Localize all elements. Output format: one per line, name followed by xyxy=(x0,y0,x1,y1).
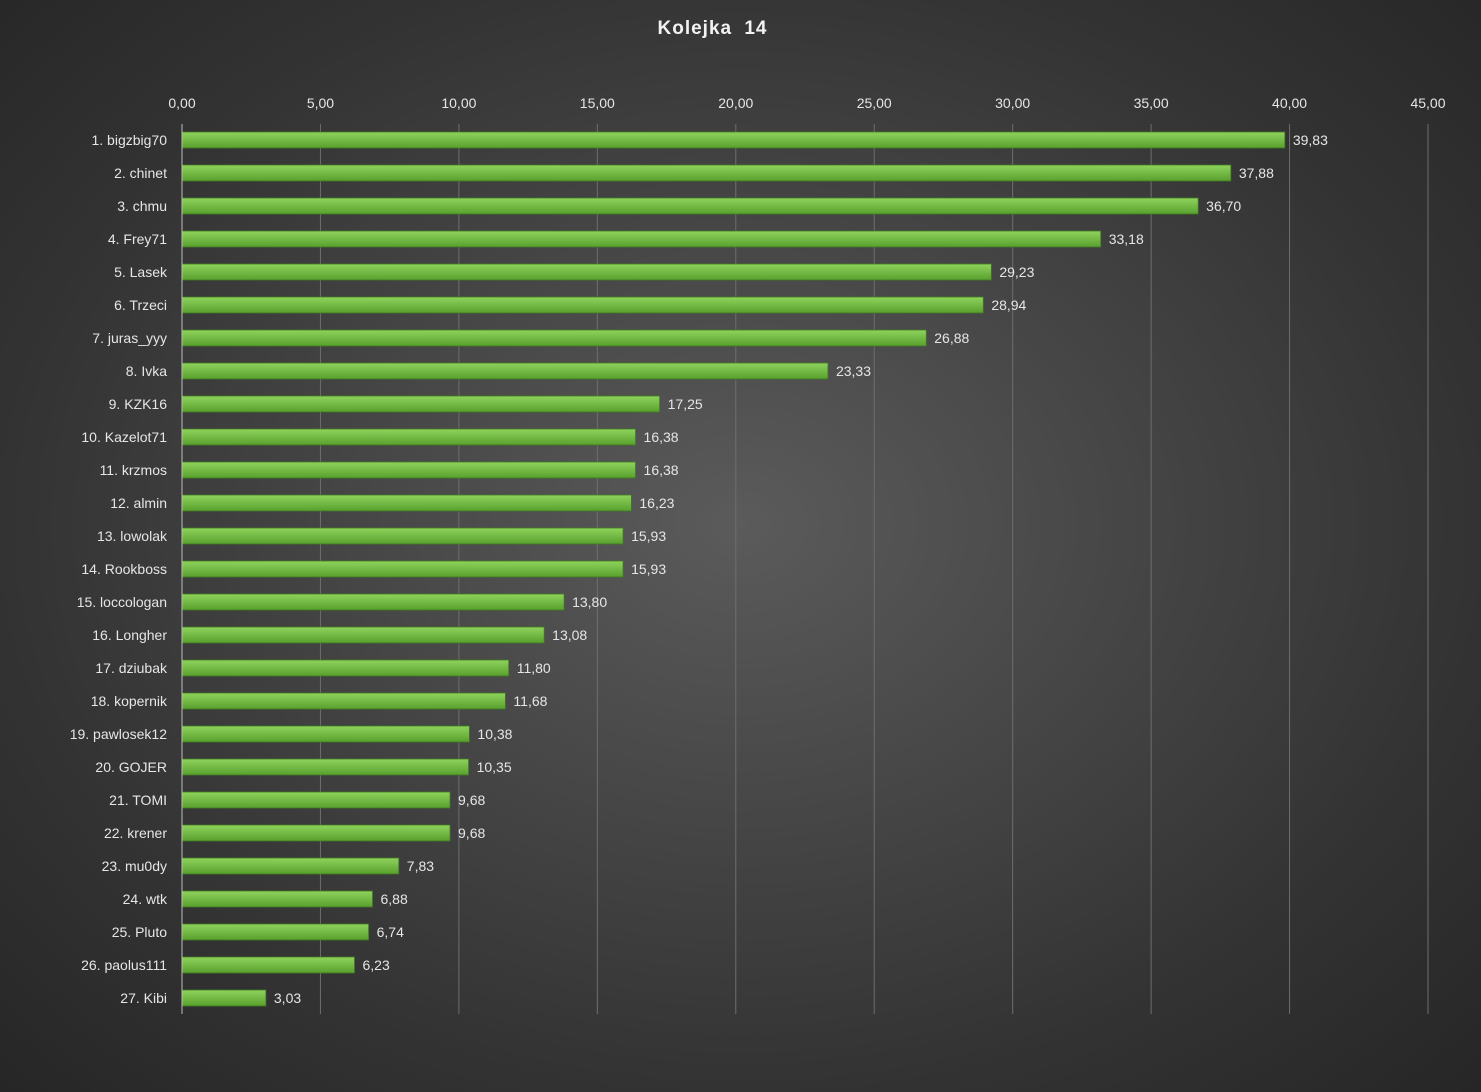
x-tick-label: 25,00 xyxy=(857,95,892,111)
data-label: 10,38 xyxy=(477,726,512,742)
data-label: 9,68 xyxy=(458,825,485,841)
category-label: 21. TOMI xyxy=(109,792,167,808)
bar xyxy=(181,428,636,446)
category-label: 25. Pluto xyxy=(112,924,167,940)
category-label: 27. Kibi xyxy=(120,990,167,1006)
bar xyxy=(181,560,624,578)
x-tick-label: 40,00 xyxy=(1272,95,1307,111)
bar xyxy=(181,395,661,413)
bar xyxy=(181,989,267,1007)
bar xyxy=(181,791,451,809)
category-label: 7. juras_yyy xyxy=(92,330,167,346)
data-label: 39,83 xyxy=(1293,132,1328,148)
data-label: 29,23 xyxy=(999,264,1034,280)
category-label: 12. almin xyxy=(110,495,167,511)
bar xyxy=(181,164,1232,182)
x-tick-label: 45,00 xyxy=(1410,95,1445,111)
category-label: 13. lowolak xyxy=(97,528,168,544)
category-label: 2. chinet xyxy=(114,165,167,181)
category-label: 23. mu0dy xyxy=(102,858,167,874)
bar xyxy=(181,890,373,908)
chart-title: Kolejka 14 xyxy=(657,18,768,39)
bar xyxy=(181,527,624,545)
data-labels: 39,83 37,88 36,70 33,18 29,23 28,94 26,88 23,33… xyxy=(274,132,1328,1006)
category-label: 22. krener xyxy=(104,825,167,841)
bar xyxy=(181,362,829,380)
category-label: 20. GOJER xyxy=(95,759,167,775)
bar xyxy=(181,593,565,611)
data-label: 15,93 xyxy=(631,528,666,544)
data-label: 23,33 xyxy=(836,363,871,379)
data-label: 33,18 xyxy=(1109,231,1144,247)
data-label: 6,88 xyxy=(380,891,407,907)
data-label: 9,68 xyxy=(458,792,485,808)
bar xyxy=(181,263,992,281)
bar xyxy=(181,626,545,644)
bar xyxy=(181,461,636,479)
category-label: 18. kopernik xyxy=(91,693,168,709)
data-label: 36,70 xyxy=(1206,198,1241,214)
bar xyxy=(181,659,510,677)
category-label: 3. chmu xyxy=(117,198,167,214)
data-label: 3,03 xyxy=(274,990,301,1006)
data-label: 17,25 xyxy=(668,396,703,412)
category-label: 19. pawlosek12 xyxy=(70,726,168,742)
category-label: 11. krzmos xyxy=(100,462,167,478)
data-label: 7,83 xyxy=(407,858,434,874)
category-label: 4. Frey71 xyxy=(108,231,167,247)
x-tick-label: 20,00 xyxy=(718,95,753,111)
bar xyxy=(181,725,470,743)
bar xyxy=(181,329,927,347)
data-label: 26,88 xyxy=(934,330,969,346)
bars xyxy=(181,131,1286,1007)
data-label: 16,38 xyxy=(644,462,679,478)
data-label: 28,94 xyxy=(991,297,1026,313)
bar xyxy=(181,494,632,512)
bar xyxy=(181,758,469,776)
x-tick-label: 5,00 xyxy=(307,95,334,111)
data-label: 16,38 xyxy=(644,429,679,445)
x-tick-label: 35,00 xyxy=(1134,95,1169,111)
category-label: 5. Lasek xyxy=(114,264,168,280)
x-tick-label: 0,00 xyxy=(168,95,195,111)
bar xyxy=(181,296,984,314)
data-label: 13,08 xyxy=(552,627,587,643)
x-tick-label: 10,00 xyxy=(441,95,476,111)
bar xyxy=(181,857,400,875)
bar xyxy=(181,956,355,974)
category-label: 10. Kazelot71 xyxy=(81,429,167,445)
category-label: 16. Longher xyxy=(92,627,167,643)
category-label: 8. Ivka xyxy=(126,363,167,379)
data-label: 16,23 xyxy=(639,495,674,511)
category-labels: 1. bigzbig70 2. chinet 3. chmu 4. Frey71 5. … xyxy=(70,132,168,1006)
category-label: 9. KZK16 xyxy=(109,396,168,412)
bar xyxy=(181,131,1286,149)
x-axis-ticks: 0,00 5,00 10,00 15,00 20,00 25,00 30,00 35,00 40… xyxy=(168,95,1445,111)
data-label: 13,80 xyxy=(572,594,607,610)
bar xyxy=(181,923,370,941)
data-label: 11,68 xyxy=(513,693,547,709)
data-label: 10,35 xyxy=(477,759,512,775)
bar xyxy=(181,197,1199,215)
category-label: 24. wtk xyxy=(123,891,168,907)
bar xyxy=(181,230,1102,248)
data-label: 11,80 xyxy=(517,660,551,676)
category-label: 17. dziubak xyxy=(95,660,168,676)
bar xyxy=(181,824,451,842)
category-label: 26. paolus111 xyxy=(81,957,167,973)
x-tick-label: 30,00 xyxy=(995,95,1030,111)
category-label: 14. Rookboss xyxy=(81,561,167,577)
category-label: 6. Trzeci xyxy=(114,297,167,313)
x-tick-label: 15,00 xyxy=(580,95,615,111)
data-label: 15,93 xyxy=(631,561,666,577)
category-label: 15. loccologan xyxy=(77,594,167,610)
category-label: 1. bigzbig70 xyxy=(91,132,167,148)
data-label: 6,23 xyxy=(363,957,390,973)
bar xyxy=(181,692,506,710)
data-label: 37,88 xyxy=(1239,165,1274,181)
data-label: 6,74 xyxy=(377,924,404,940)
